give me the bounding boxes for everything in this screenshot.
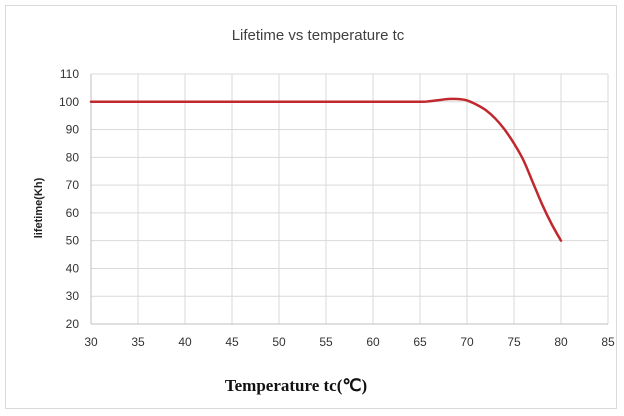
axes (90, 74, 608, 325)
y-tick-label: 20 (66, 317, 80, 331)
x-tick-label: 40 (178, 335, 192, 349)
x-tick-label: 60 (366, 335, 380, 349)
x-tick-label: 45 (225, 335, 239, 349)
x-tick-label: 55 (319, 335, 333, 349)
series-layer (89, 97, 563, 242)
x-tick-labels: 30 35 40 45 50 55 60 65 70 75 80 85 (84, 335, 615, 349)
grid-lines (90, 73, 609, 325)
x-tick-label: 80 (554, 335, 568, 349)
y-tick-label: 30 (66, 289, 80, 303)
y-tick-label: 110 (60, 67, 79, 81)
y-tick-label: 60 (66, 206, 80, 220)
y-tick-label: 100 (59, 95, 79, 109)
y-axis-label: lifetime(Kh) (33, 177, 45, 238)
x-tick-label: 30 (84, 335, 98, 349)
x-tick-label: 35 (131, 335, 145, 349)
chart-title: Lifetime vs temperature tc (232, 27, 405, 44)
x-tick-label: 50 (272, 335, 286, 349)
y-tick-label: 40 (66, 261, 80, 275)
chart-frame (5, 5, 617, 409)
y-tick-label: 70 (66, 178, 80, 192)
x-tick-label: 70 (460, 335, 474, 349)
x-tick-label: 65 (413, 335, 427, 349)
y-tick-label: 50 (66, 234, 80, 248)
x-tick-label: 75 (507, 335, 521, 349)
y-tick-label: 90 (66, 123, 80, 137)
series-line (89, 97, 563, 242)
x-axis-label: Temperature tc(℃) (225, 376, 367, 395)
y-tick-label: 80 (66, 150, 80, 164)
x-tick-label: 85 (601, 335, 615, 349)
y-tick-labels: 20 30 40 50 60 70 80 90 100 110 (59, 67, 79, 331)
